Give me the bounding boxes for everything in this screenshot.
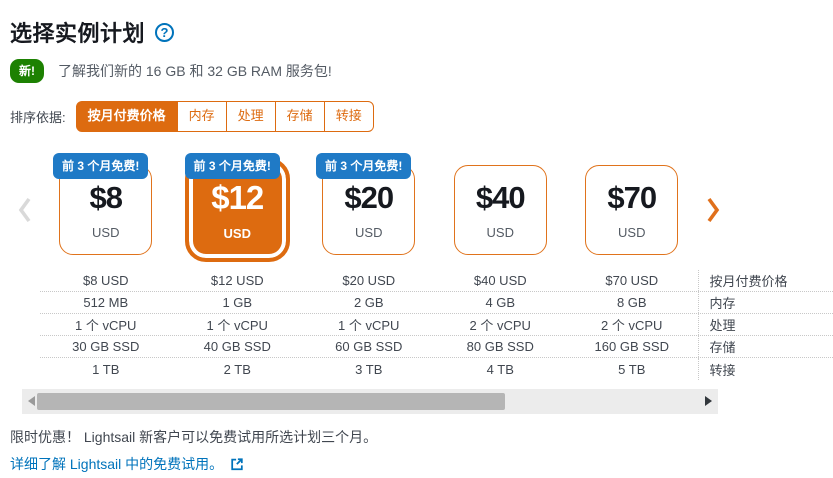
plan-cell-3: 前 3 个月免费! $20 USD xyxy=(303,153,435,267)
spec-cell: 1 个 vCPU xyxy=(338,318,400,333)
plan-price: $20 xyxy=(344,179,394,215)
page-header: 选择实例计划 ? xyxy=(0,16,833,48)
plan-currency: USD xyxy=(92,224,120,240)
spec-cell: 2 个 vCPU xyxy=(469,318,531,333)
spec-cell: 1 个 vCPU xyxy=(206,318,268,333)
spec-cell: 4 TB xyxy=(486,361,514,377)
plan-price: $40 xyxy=(475,179,526,215)
spec-cell: 5 TB xyxy=(618,361,646,377)
plan-currency: USD xyxy=(486,224,514,240)
spec-cell: $12 USD xyxy=(210,273,264,288)
spec-cell: 1 个 vCPU xyxy=(75,318,137,333)
spec-row-4: 30 GB SSD 40 GB SSD 60 GB SSD 80 GB SSD 160 … xyxy=(40,336,833,358)
spec-row-2: 512 MB 1 GB 2 GB 4 GB 8 GB 内存 xyxy=(40,292,833,314)
sort-tab-3[interactable]: 处理 xyxy=(225,101,276,132)
spec-cell: 4 GB xyxy=(485,295,516,310)
spec-cell: 40 GB SSD xyxy=(203,339,271,354)
scrollbar-right-arrow-icon[interactable] xyxy=(705,396,712,406)
plan-spec-table: $8 USD $12 USD $20 USD $40 USD $70 USD 按月付费价格… xyxy=(40,270,833,380)
scrollbar-left-arrow-icon[interactable] xyxy=(28,396,35,406)
spec-row-5: 1 TB 2 TB 3 TB 4 TB 5 TB 转接 xyxy=(40,358,833,380)
spec-cell: 1 TB xyxy=(92,361,120,377)
sort-tabs: 按月付费价格 内存 处理 存储 转接 xyxy=(75,101,374,132)
sort-tab-2[interactable]: 内存 xyxy=(176,101,227,132)
learn-more-row: 详细了解 Lightsail 中的免费试用。 xyxy=(10,454,833,474)
plan-cell-1: 前 3 个月免费! $8 USD xyxy=(40,153,172,267)
sort-row: 排序依据: 按月付费价格 内存 处理 存储 转接 xyxy=(0,101,833,132)
free-months-badge: 前 3 个月免费! xyxy=(53,153,149,179)
free-trial-offer-text: 限时优惠！ Lightsail 新客户可以免费试用所选计划三个月。 xyxy=(10,429,378,445)
scrollbar-thumb[interactable] xyxy=(37,393,505,410)
plan-cards: 前 3 个月免费! $8 USD 前 3 个月免费! $12 USD 前 3 个月免费! $2… xyxy=(40,153,833,267)
spec-cell: 2 TB xyxy=(223,361,251,377)
spec-cell: 2 个 vCPU xyxy=(601,318,663,333)
horizontal-scrollbar[interactable] xyxy=(22,389,718,414)
spec-cell: $70 USD xyxy=(605,273,659,288)
sort-tab-5[interactable]: 转接 xyxy=(323,101,374,132)
plan-currency: USD xyxy=(355,224,383,240)
spec-cell: 80 GB SSD xyxy=(466,339,534,354)
spec-cell: $8 USD xyxy=(82,273,129,288)
spec-cell: 8 GB xyxy=(616,295,647,310)
plan-cell-5: $70 USD xyxy=(566,153,698,267)
plan-price: $8 xyxy=(89,179,123,215)
plan-card-40[interactable]: $40 USD xyxy=(453,165,547,255)
spec-row-label: 转接 xyxy=(697,358,833,380)
plan-carousel: 前 3 个月免费! $8 USD 前 3 个月免费! $12 USD 前 3 个月免费! $2… xyxy=(0,153,833,267)
new-announcement-text: 了解我们新的 16 GB 和 32 GB RAM 服务包! xyxy=(58,63,332,79)
free-months-badge: 前 3 个月免费! xyxy=(184,153,280,179)
chevron-right-icon xyxy=(707,197,720,223)
plan-price: $70 xyxy=(607,179,657,215)
plan-card-70[interactable]: $70 USD xyxy=(585,165,679,255)
free-months-badge: 前 3 个月免费! xyxy=(316,153,412,179)
spec-cell: $20 USD xyxy=(342,273,396,288)
spec-row-label: 内存 xyxy=(697,292,833,313)
spec-cell: 60 GB SSD xyxy=(335,339,403,354)
plan-cell-4: $40 USD xyxy=(435,153,567,267)
spec-cell: 3 TB xyxy=(355,361,383,377)
spec-row-label: 处理 xyxy=(697,314,833,335)
carousel-next-button[interactable] xyxy=(701,194,725,226)
chevron-left-icon xyxy=(18,197,31,223)
help-icon[interactable]: ? xyxy=(155,22,175,42)
spec-cell: 512 MB xyxy=(83,295,129,310)
sort-by-label: 排序依据: xyxy=(10,110,66,125)
sort-tab-1[interactable]: 按月付费价格 xyxy=(75,101,178,132)
plan-currency: USD xyxy=(223,225,251,241)
plan-card-20[interactable]: $20 USD xyxy=(322,165,416,255)
plan-card-8[interactable]: $8 USD xyxy=(59,165,153,255)
page-title: 选择实例计划 xyxy=(10,21,146,46)
plan-currency: USD xyxy=(618,224,646,240)
carousel-prev-button[interactable] xyxy=(13,194,37,226)
spec-row-label: 存储 xyxy=(697,336,833,357)
new-announcement-row: 新! 了解我们新的 16 GB 和 32 GB RAM 服务包! xyxy=(0,59,833,83)
spec-row-label: 按月付费价格 xyxy=(697,270,833,291)
learn-more-link[interactable]: 详细了解 Lightsail 中的免费试用。 xyxy=(10,456,224,472)
spec-row-1: $8 USD $12 USD $20 USD $40 USD $70 USD 按月付费价格 xyxy=(40,270,833,292)
spec-cell: 2 GB xyxy=(353,295,384,310)
spec-row-3: 1 个 vCPU 1 个 vCPU 1 个 vCPU 2 个 vCPU 2 个 vCPU… xyxy=(40,314,833,336)
spec-cell: 1 GB xyxy=(222,295,253,310)
sort-tab-4[interactable]: 存储 xyxy=(274,101,325,132)
spec-cell: 30 GB SSD xyxy=(72,339,140,354)
external-link-icon xyxy=(231,458,243,471)
spec-cell: 160 GB SSD xyxy=(594,339,669,354)
new-badge: 新! xyxy=(10,59,44,83)
plan-cell-2: 前 3 个月免费! $12 USD xyxy=(172,153,304,267)
plan-price: $12 xyxy=(211,178,264,216)
spec-cell: $40 USD xyxy=(473,273,527,288)
